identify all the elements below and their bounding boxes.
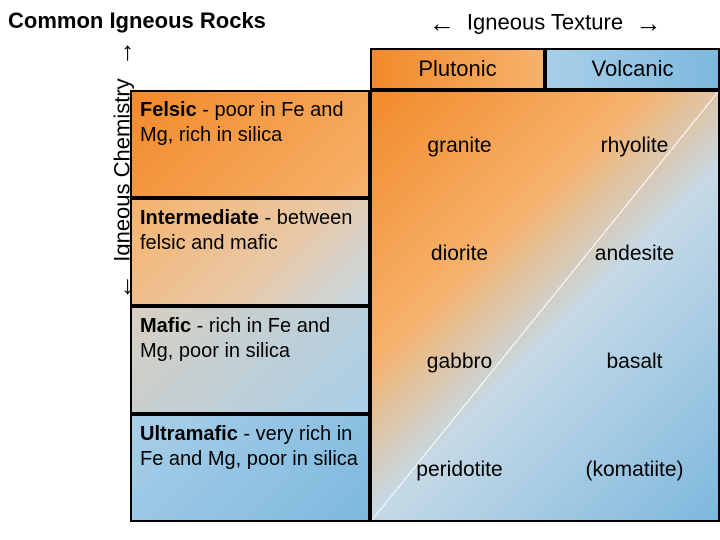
rock-grid: granite rhyolite diorite andesite gabbro…: [370, 90, 720, 522]
row-desc-mafic: Mafic - rich in Fe and Mg, poor in silic…: [130, 306, 370, 414]
page-title: Common Igneous Rocks: [8, 8, 266, 34]
row-desc-ultramafic: Ultramafic - very rich in Fe and Mg, poo…: [130, 414, 370, 522]
rock-cell: andesite: [547, 200, 720, 308]
texture-axis-label: Igneous Texture: [467, 9, 623, 34]
column-header-volcanic: Volcanic: [545, 48, 720, 90]
arrow-up-icon: →: [108, 40, 138, 66]
rock-cell: rhyolite: [547, 92, 720, 200]
row-term: Mafic: [140, 315, 191, 337]
row-term: Intermediate: [140, 207, 259, 229]
rock-cell: gabbro: [372, 308, 547, 416]
arrow-right-icon: →: [635, 8, 661, 38]
texture-axis: ← Igneous Texture →: [380, 8, 710, 39]
row-term: Ultramafic: [140, 423, 238, 445]
rock-cell: (komatiite): [547, 416, 720, 524]
row-term: Felsic: [140, 99, 197, 121]
row-desc-intermediate: Intermediate - between felsic and mafic: [130, 198, 370, 306]
arrow-left-icon: ←: [429, 8, 455, 38]
rock-cell: diorite: [372, 200, 547, 308]
rock-cell: granite: [372, 92, 547, 200]
rock-cell: basalt: [547, 308, 720, 416]
row-desc-felsic: Felsic - poor in Fe and Mg, rich in sili…: [130, 90, 370, 198]
column-header-plutonic: Plutonic: [370, 48, 545, 90]
rock-cell: peridotite: [372, 416, 547, 524]
